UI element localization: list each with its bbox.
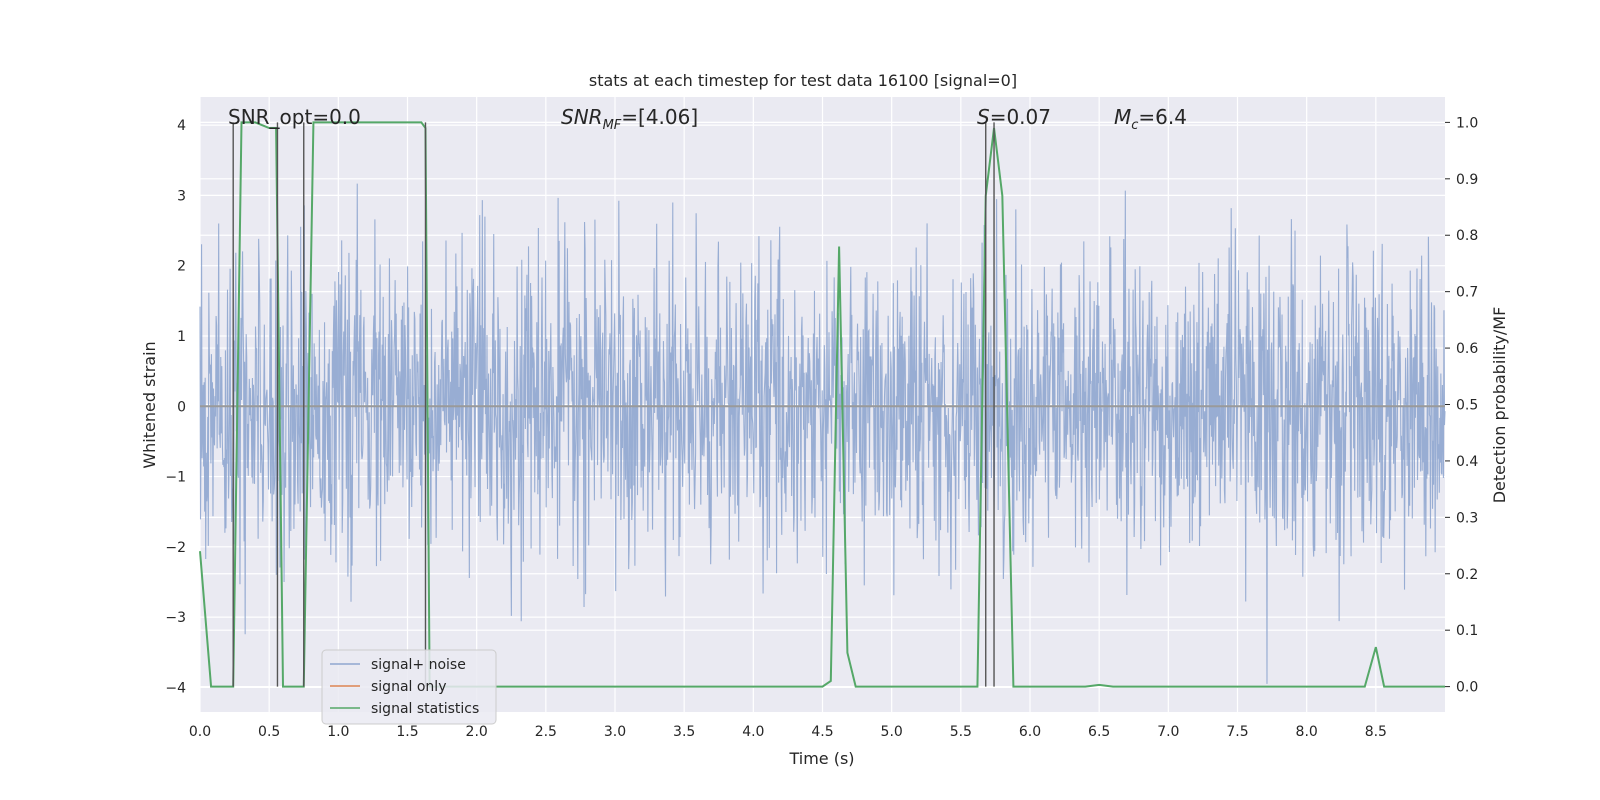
legend-label-signal-noise: signal+ noise: [371, 657, 466, 673]
x-tick-label: 6.5: [1088, 724, 1110, 740]
legend: signal+ noise signal only signal statist…: [321, 649, 497, 725]
y-right-tick-label: 0.5: [1456, 398, 1478, 414]
x-tick-label: 0.0: [189, 724, 211, 740]
x-tick-label: 2.5: [535, 724, 557, 740]
x-axis-ticks: 0.0 0.5 1.0 1.5 2.0 2.5 3.0 3.5 4.0 4.5 5.0 5.5 6.0 6…: [189, 724, 1387, 740]
s-label: S: [977, 105, 990, 129]
vertical-markers: [232, 122, 995, 687]
legend-label-signal-only: signal only: [371, 679, 446, 695]
series-signal-statistics: [199, 121, 1445, 688]
snr-mf-main: SNR: [561, 105, 603, 129]
y-left-tick-label: −2: [165, 540, 186, 556]
y-right-tick-label: 0.2: [1456, 567, 1478, 583]
annotation-mc: Mc=6.4: [1114, 105, 1187, 133]
y-right-tick-label: 0.3: [1456, 510, 1478, 526]
x-tick-label: 4.5: [811, 724, 833, 740]
y-left-tick-label: 0: [177, 399, 186, 415]
x-tick-label: 7.5: [1226, 724, 1248, 740]
y-right-axis-label: Detection probability/MF: [1490, 307, 1509, 504]
snr-mf-value: =[4.06]: [621, 105, 698, 129]
x-tick-label: 3.0: [604, 724, 626, 740]
x-tick-label: 6.0: [1019, 724, 1041, 740]
x-tick-label: 8.5: [1365, 724, 1387, 740]
y-right-tick-label: 0.6: [1456, 341, 1478, 357]
y-right-tick-label: 0.7: [1456, 285, 1478, 301]
y-left-tick-label: 4: [177, 118, 186, 134]
y-left-axis-ticks: −4 −3 −2 −1 0 1 2 3 4: [165, 118, 186, 696]
y-right-tick-label: 1.0: [1456, 115, 1478, 131]
x-tick-label: 4.0: [742, 724, 764, 740]
mc-main: M: [1114, 105, 1131, 129]
x-tick-label: 8.0: [1296, 724, 1318, 740]
y-left-tick-label: −3: [165, 610, 186, 626]
y-left-tick-label: −1: [165, 470, 186, 486]
annotation-s: S=0.07: [977, 105, 1051, 129]
y-left-axis-label: Whitened strain: [140, 341, 159, 468]
x-tick-label: 5.0: [881, 724, 903, 740]
x-tick-label: 0.5: [258, 724, 280, 740]
y-right-tick-label: 0.8: [1456, 228, 1478, 244]
x-tick-label: 2.0: [466, 724, 488, 740]
legend-label-signal-statistics: signal statistics: [371, 701, 479, 717]
y-right-axis-ticks: 0.0 0.1 0.2 0.3 0.4 0.5 0.6 0.7 0.8 0.9 1.0: [1445, 115, 1478, 696]
snr-mf-sub: MF: [603, 118, 622, 133]
x-tick-label: 1.0: [327, 724, 349, 740]
annotation-snr-mf: SNRMF=[4.06]: [561, 105, 698, 133]
y-right-tick-label: 0.9: [1456, 172, 1478, 188]
s-value: =0.07: [990, 105, 1051, 129]
x-tick-label: 3.5: [673, 724, 695, 740]
chart-title: stats at each timestep for test data 161…: [589, 71, 1017, 90]
x-tick-label: 1.5: [396, 724, 418, 740]
y-left-tick-label: −4: [165, 680, 186, 696]
mc-sub: c: [1131, 118, 1138, 133]
noise-line: [199, 183, 1446, 684]
x-tick-label: 5.5: [950, 724, 972, 740]
x-tick-label: 7.0: [1157, 724, 1179, 740]
legend-box: [321, 649, 497, 725]
y-right-tick-label: 0.1: [1456, 623, 1478, 639]
y-left-tick-label: 2: [177, 259, 186, 275]
x-axis-label: Time (s): [788, 749, 854, 768]
statistics-line: [199, 121, 1445, 688]
series-signal-noise: [199, 183, 1446, 684]
y-left-tick-label: 1: [177, 329, 186, 345]
annotation-snr-opt: SNR_opt=0.0: [228, 105, 361, 129]
y-right-tick-label: 0.0: [1456, 680, 1478, 696]
y-left-tick-label: 3: [177, 188, 186, 204]
mc-value: =6.4: [1138, 105, 1187, 129]
y-right-tick-label: 0.4: [1456, 454, 1478, 470]
